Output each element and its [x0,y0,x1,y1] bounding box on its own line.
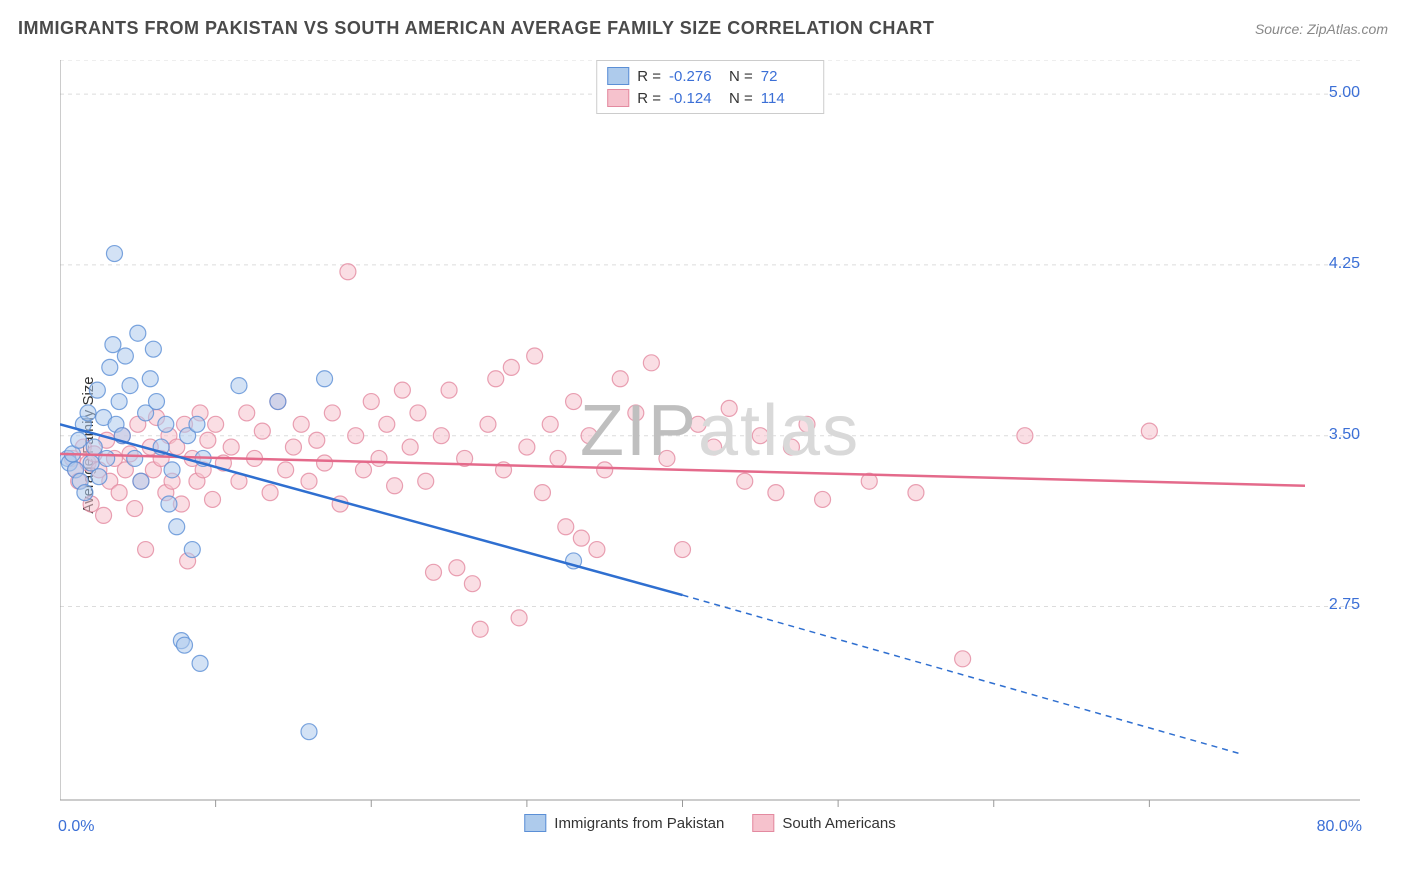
legend-label: South Americans [782,815,895,832]
swatch-blue [524,814,546,832]
r-label: R = [637,68,661,85]
legend-stats: R = -0.276 N = 72 R = -0.124 N = 114 [596,60,824,114]
legend-row-blue: R = -0.276 N = 72 [607,65,813,87]
legend-row-pink: R = -0.124 N = 114 [607,87,813,109]
n-label: N = [729,90,753,107]
r-value: -0.124 [669,90,721,107]
legend-series: Immigrants from Pakistan South Americans [524,814,895,832]
x-max-label: 80.0% [1317,818,1362,836]
n-label: N = [729,68,753,85]
y-tick-label: 5.00 [1329,84,1360,102]
header: IMMIGRANTS FROM PAKISTAN VS SOUTH AMERIC… [18,18,1388,39]
legend-item-blue: Immigrants from Pakistan [524,814,724,832]
swatch-blue [607,67,629,85]
y-tick-label: 2.75 [1329,596,1360,614]
source-label: Source: ZipAtlas.com [1255,21,1388,37]
scatter-plot [60,60,1360,830]
r-label: R = [637,90,661,107]
chart-title: IMMIGRANTS FROM PAKISTAN VS SOUTH AMERIC… [18,18,934,39]
chart-area: Average Family Size ZIPatlas R = -0.276 … [60,60,1360,830]
swatch-pink [752,814,774,832]
y-tick-label: 3.50 [1329,426,1360,444]
legend-item-pink: South Americans [752,814,895,832]
n-value: 114 [761,90,813,107]
n-value: 72 [761,68,813,85]
y-tick-label: 4.25 [1329,255,1360,273]
legend-label: Immigrants from Pakistan [554,815,724,832]
x-min-label: 0.0% [58,818,94,836]
swatch-pink [607,89,629,107]
r-value: -0.276 [669,68,721,85]
